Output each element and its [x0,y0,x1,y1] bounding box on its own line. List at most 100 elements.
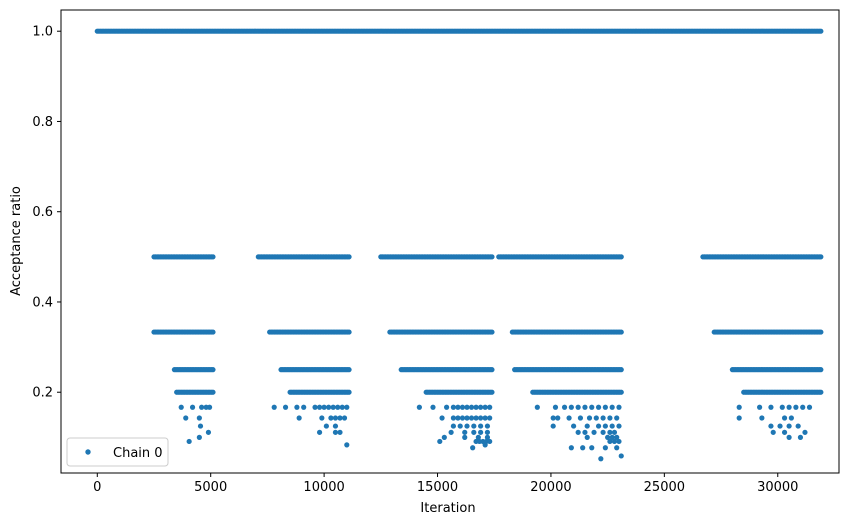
data-point [616,438,622,445]
data-point [183,415,189,421]
data-point [582,429,588,435]
data-point [602,445,608,451]
data-point [332,429,339,435]
data-point [437,438,443,445]
data-point [571,423,577,429]
data-point [602,423,608,429]
data-point [346,254,352,260]
y-tick-label: 0.8 [32,115,53,130]
data-point [301,404,307,410]
data-point [326,404,332,410]
data-point [618,389,624,395]
data-point [462,434,468,440]
data-point [489,367,495,373]
data-point [441,434,447,440]
data-point [430,404,436,410]
data-point [316,429,323,435]
data-point [552,404,559,410]
data-point [818,329,824,335]
data-point [618,329,624,335]
data-point [584,434,590,440]
data-point [793,404,799,410]
data-point [271,404,277,410]
data-point [589,445,595,451]
data-point [464,423,470,429]
data-point [575,429,581,435]
data-point [575,404,581,410]
data-point [591,429,597,435]
data-point [478,415,484,421]
data-point [450,423,456,429]
x-tick-label: 20000 [530,480,571,495]
data-point [586,415,593,421]
data-point [186,438,192,445]
data-point [607,429,613,435]
data-point [582,404,588,410]
data-point [459,404,466,410]
legend-marker [85,449,91,455]
data-point [602,404,608,410]
data-point [786,404,792,410]
data-point [779,404,785,410]
data-point [618,453,624,459]
data-point [344,442,350,448]
data-point [595,423,602,429]
data-point [178,404,184,410]
data-point [332,415,339,421]
data-point [478,423,484,429]
data-point [484,423,491,429]
data-point [589,404,595,410]
data-point [478,429,484,435]
data-point [468,415,475,421]
data-point [473,415,479,421]
data-point [534,404,540,410]
data-point [450,415,456,421]
data-point [448,429,454,435]
data-point [197,423,204,429]
data-point [457,423,463,429]
data-point [316,404,323,410]
data-point [802,429,808,435]
data-point [818,389,824,395]
data-point [323,423,329,429]
data-point [818,254,824,260]
data-point [614,415,620,421]
data-point [189,404,196,410]
data-point [598,456,604,462]
x-axis-ticks: 0 5000 10000 15000 20000 25000 30000 [93,473,798,495]
data-point [487,415,493,421]
data-point [611,429,618,435]
data-point [759,415,765,421]
data-point [482,415,488,421]
x-tick-label: 25000 [644,480,685,495]
data-point [205,429,212,435]
data-point [618,367,624,373]
data-point [600,415,606,421]
data-point [455,415,461,421]
data-point [210,254,216,260]
y-axis-ticks: 0.2 0.4 0.6 0.8 1.0 [32,25,61,401]
data-point [616,404,622,410]
data-point [199,404,205,410]
data-point [618,254,624,260]
data-point [777,423,783,429]
data-point [312,404,318,410]
data-point [296,415,302,421]
data-point [795,423,801,429]
data-point [786,423,792,429]
data-point [800,404,806,410]
data-point [439,415,445,421]
x-tick-label: 0 [93,480,101,495]
data-point [577,415,584,421]
data-point [609,434,615,440]
data-point [346,389,352,395]
data-point [614,434,620,440]
data-point [337,429,343,435]
data-point [332,423,339,429]
x-tick-label: 30000 [757,480,798,495]
data-point [482,404,488,410]
data-point [346,329,352,335]
legend-label: Chain 0 [113,446,163,461]
data-point [736,415,742,421]
